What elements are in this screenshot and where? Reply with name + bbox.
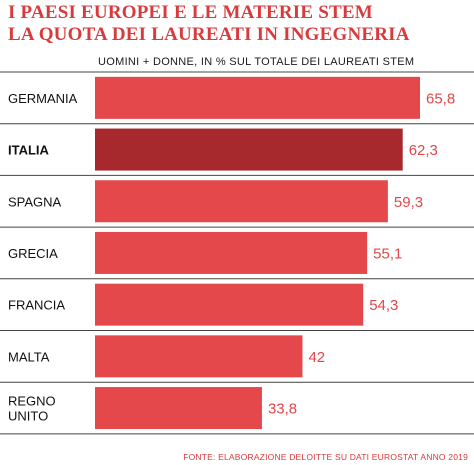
value-label: 42 [308,349,325,366]
bar-regno-unito [95,387,262,430]
category-label: FRANCIA [8,298,65,313]
category-label: GERMANIA [8,91,78,106]
category-label: REGNO UNITO [8,394,56,424]
category-label: SPAGNA [8,194,62,209]
category-label: GRECIA [8,246,58,261]
bar-spagna [95,180,388,223]
value-label: 33,8 [268,401,297,418]
value-label: 59,3 [394,194,423,211]
value-label: 65,8 [426,90,455,107]
bar-germania [95,76,420,119]
source-note: FONTE: ELABORAZIONE DELOITTE SU DATI EUR… [183,452,468,462]
bar-malta [95,335,303,378]
value-label: 54,3 [369,297,398,314]
value-label: 62,3 [409,142,438,159]
chart-subtitle: UOMINI + DONNE, IN % SUL TOTALE DEI LAUR… [98,56,415,68]
chart-title-line-1: I PAESI EUROPEI E LE MATERIE STEM [8,2,373,23]
chart-title-line-2: LA QUOTA DEI LAUREATI IN INGEGNERIA [8,24,410,45]
bar-grecia [95,231,368,274]
bar-italia [95,128,403,171]
value-label: 55,1 [373,245,402,262]
category-label: ITALIA [8,143,50,158]
category-label: MALTA [8,349,50,364]
bar-francia [95,283,364,326]
